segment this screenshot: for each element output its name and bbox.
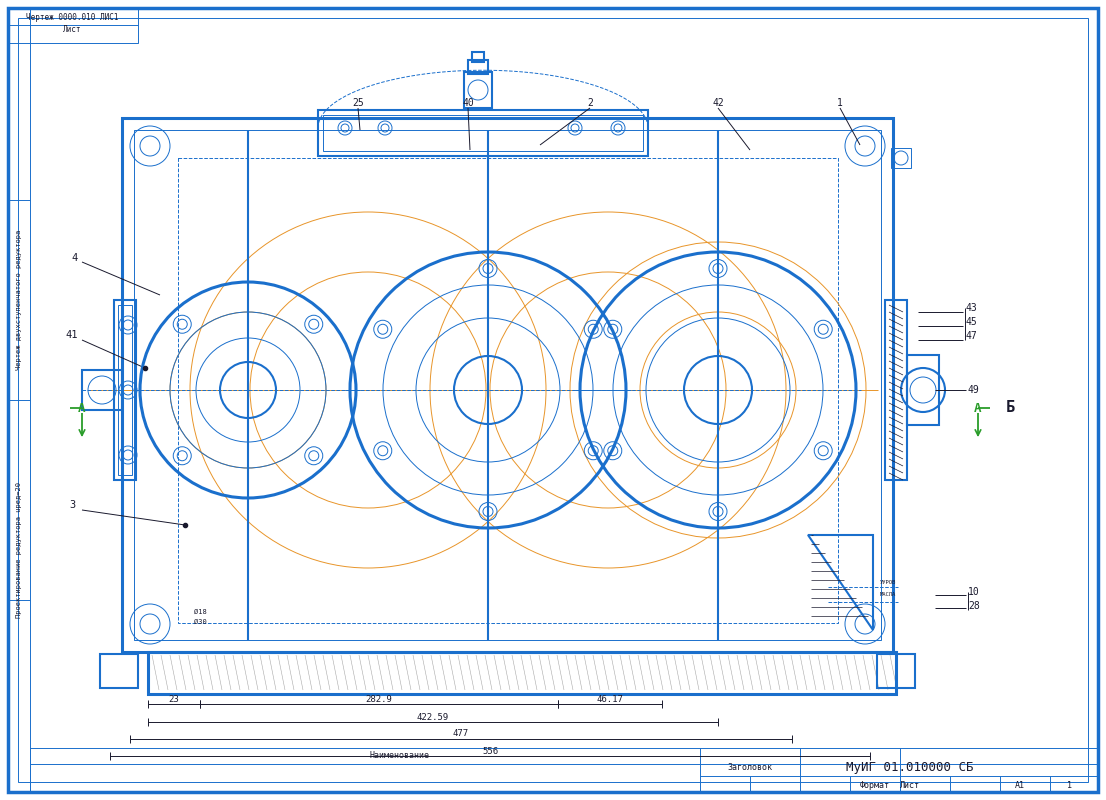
Bar: [122, 118, 893, 652]
Text: Заголовок: Заголовок: [728, 763, 772, 773]
Text: Проектирование редуктора uред=20: Проектирование редуктора uред=20: [15, 482, 22, 618]
Text: А: А: [974, 402, 982, 414]
Text: 28: 28: [968, 601, 980, 611]
Text: Чертеж двухступенчатого редуктора: Чертеж двухступенчатого редуктора: [15, 230, 22, 370]
Text: МАСЛА: МАСЛА: [880, 593, 896, 598]
Text: 4: 4: [72, 253, 79, 263]
Text: МуИГ 01.010000 СБ: МуИГ 01.010000 СБ: [846, 762, 973, 774]
Bar: [877, 654, 915, 688]
Text: УУРОВ: УУРОВ: [880, 579, 896, 585]
Text: 422.59: 422.59: [417, 713, 449, 722]
Text: А1: А1: [1015, 781, 1025, 790]
Text: 2: 2: [587, 98, 593, 108]
Text: Ø30: Ø30: [194, 619, 207, 625]
Text: 282.9: 282.9: [366, 694, 393, 703]
Text: 46.17: 46.17: [596, 694, 624, 703]
Bar: [134, 130, 881, 640]
Text: Лист: Лист: [900, 781, 920, 790]
Text: 25: 25: [352, 98, 364, 108]
Text: 45: 45: [966, 317, 977, 327]
Text: 23: 23: [168, 694, 179, 703]
Text: 43: 43: [966, 303, 977, 313]
Bar: [100, 654, 138, 688]
Bar: [465, 72, 492, 108]
Bar: [30, 748, 1098, 792]
Text: А: А: [79, 402, 86, 414]
Bar: [114, 300, 136, 480]
Text: Ø18: Ø18: [194, 609, 207, 615]
Text: 41: 41: [65, 330, 79, 340]
Text: 1: 1: [837, 98, 843, 108]
Text: Лист: Лист: [63, 26, 81, 34]
Text: Б: Б: [1005, 401, 1014, 415]
Text: 42: 42: [712, 98, 723, 108]
Bar: [8, 8, 138, 43]
Text: Чертеж 0000.010 ЛИС1: Чертеж 0000.010 ЛИС1: [25, 13, 118, 22]
Bar: [907, 355, 939, 425]
Bar: [468, 60, 488, 74]
Bar: [891, 148, 911, 168]
Bar: [472, 52, 484, 62]
Text: 10: 10: [968, 587, 980, 597]
Bar: [148, 652, 896, 694]
Text: 40: 40: [462, 98, 473, 108]
Bar: [8, 8, 30, 792]
Text: 47: 47: [966, 331, 977, 341]
Bar: [319, 110, 648, 156]
Bar: [885, 300, 907, 480]
Text: 1: 1: [1067, 781, 1073, 790]
Bar: [323, 115, 643, 151]
Text: 477: 477: [453, 730, 469, 738]
Bar: [178, 158, 838, 623]
Text: 49: 49: [968, 385, 980, 395]
Text: Формат: Формат: [860, 781, 890, 790]
Bar: [118, 305, 132, 475]
Bar: [82, 370, 122, 410]
Text: 556: 556: [482, 746, 498, 755]
Text: Наименование: Наименование: [371, 751, 430, 761]
Text: 3: 3: [69, 500, 75, 510]
